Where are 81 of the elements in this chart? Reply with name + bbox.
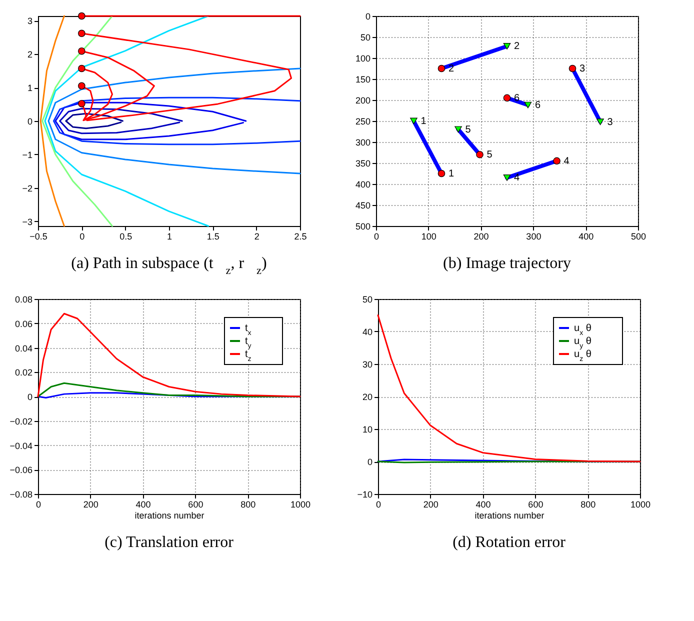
x-tick-label: 1000: [630, 500, 651, 510]
y-tick-label: 0.06: [14, 318, 32, 329]
x-tick-label: 800: [240, 500, 256, 510]
x-axis-title: iterations number: [134, 510, 204, 520]
y-tick-label: −0.04: [10, 440, 32, 451]
x-tick-label: 1.5: [206, 232, 220, 242]
y-tick-label: −1: [22, 150, 32, 160]
y-tick-label: 40: [362, 327, 372, 337]
x-tick-label: 2: [254, 232, 260, 242]
y-tick-label: 1: [27, 83, 32, 94]
x-tick-label: 400: [476, 500, 491, 510]
text: (b) Image trajectory: [443, 255, 571, 272]
x-tick-label: 500: [630, 232, 646, 242]
y-tick-label: 50: [362, 294, 372, 304]
y-tick-label: 450: [355, 200, 370, 210]
x-tick-label: 100: [421, 232, 436, 242]
text: (c) Translation error: [104, 534, 234, 551]
x-tick-label: 200: [423, 500, 438, 510]
y-tick-label: 0.02: [14, 368, 32, 378]
annotation: 1: [420, 116, 427, 127]
legend-label: t$_{x}$: [245, 323, 252, 336]
y-tick-label: −0.02: [10, 416, 32, 426]
y-tick-label: 200: [355, 96, 370, 106]
y-tick-label: 0.04: [14, 343, 32, 354]
annotation: 3: [580, 64, 586, 74]
x-tick-label: 800: [580, 500, 596, 510]
text: (d) Rotation error: [452, 534, 566, 551]
y-tick-label: 300: [355, 138, 370, 148]
annotation: 5: [465, 124, 472, 136]
legend-label: u$_{x}$ θ: [574, 323, 592, 336]
x-tick-label: 600: [528, 500, 544, 510]
annotation: 5: [486, 150, 493, 161]
x-tick-label: 0: [80, 232, 85, 242]
x-tick-label: 0.5: [120, 232, 132, 242]
y-tick-label: 350: [355, 158, 370, 168]
x-tick-label: 300: [526, 232, 542, 242]
y-tick-label: 50: [360, 32, 370, 42]
x-axis-title: iterations number: [474, 510, 544, 520]
annotation: 2: [514, 41, 520, 52]
y-tick-label: −0.06: [10, 465, 32, 476]
y-tick-label: 3: [27, 16, 32, 26]
x-tick-label: 400: [136, 500, 151, 510]
y-tick-label: 0: [365, 12, 370, 22]
y-tick-label: −3: [22, 216, 32, 227]
y-tick-label: 0: [367, 457, 372, 467]
y-tick-label: −0.08: [10, 490, 32, 500]
y-tick-label: 0.08: [14, 294, 32, 304]
legend-label: t$_{y}$: [245, 336, 252, 350]
legend-label: t$_{z}$: [245, 349, 252, 362]
y-tick-label: 20: [362, 392, 372, 402]
y-tick-label: 100: [355, 54, 370, 64]
y-tick-label: 30: [362, 360, 372, 370]
annotation: 6: [534, 100, 541, 112]
y-tick-label: −2: [22, 183, 32, 194]
y-tick-label: 150: [355, 74, 370, 84]
annotation: 2: [448, 64, 454, 74]
annotation: 1: [448, 168, 454, 180]
y-tick-label: 500: [355, 222, 370, 232]
y-tick-label: 400: [355, 180, 370, 190]
x-tick-label: 0: [376, 500, 382, 510]
x-tick-label: −0.5: [30, 232, 48, 242]
x-tick-label: 2.5: [294, 232, 307, 242]
y-tick-label: 0: [27, 392, 32, 402]
legend-label: u$_{y}$ θ: [574, 336, 592, 350]
text: (a) Path in subspace (t⃗$_{z}$, r⃗$_{z}$): [71, 255, 267, 277]
x-tick-label: 400: [578, 232, 594, 242]
y-tick-label: 10: [362, 424, 372, 434]
x-tick-label: 200: [83, 500, 98, 510]
x-tick-label: 1: [166, 232, 172, 242]
y-tick-label: 2: [27, 50, 32, 60]
x-tick-label: 0: [374, 232, 380, 242]
annotation: 4: [564, 156, 570, 167]
annotation: 3: [607, 116, 614, 128]
y-tick-label: −10: [357, 490, 372, 500]
y-tick-label: 250: [355, 116, 370, 126]
legend-label: u$_{z}$ θ: [574, 349, 592, 362]
x-tick-label: 0: [36, 500, 42, 510]
y-tick-label: 0: [27, 116, 32, 126]
x-tick-label: 1000: [290, 500, 311, 510]
x-tick-label: 200: [474, 232, 489, 242]
x-tick-label: 600: [188, 500, 204, 510]
